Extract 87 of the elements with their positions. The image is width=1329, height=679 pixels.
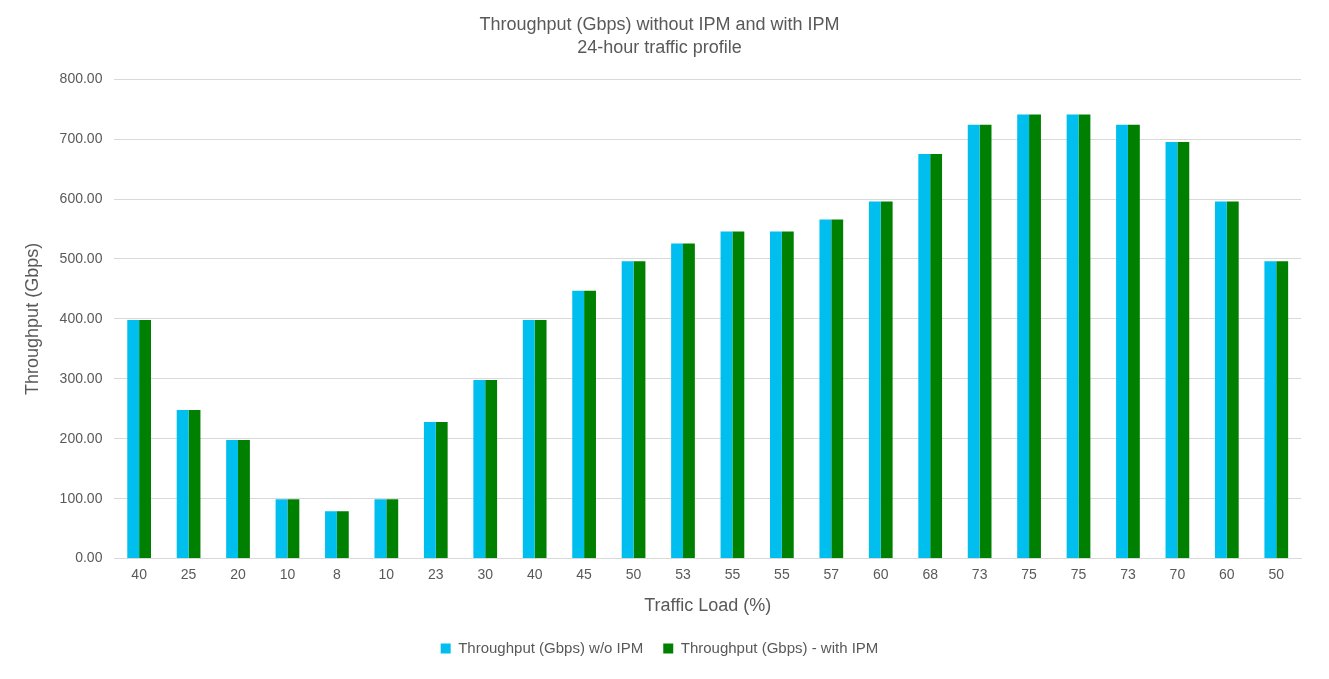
x-tick-label: 45 [576, 565, 593, 582]
x-tick-label: 60 [1219, 565, 1235, 582]
x-tick-label: 75 [1021, 565, 1038, 582]
bar [831, 219, 844, 559]
legend-label: Throughput (Gbps) - with IPM [680, 638, 879, 656]
x-tick-label: 70 [1169, 565, 1186, 582]
bar [1214, 201, 1227, 559]
x-tick-label: 73 [1120, 565, 1136, 582]
bar [720, 231, 733, 559]
bar [1127, 124, 1140, 559]
y-tick-label: 500.00 [59, 249, 103, 266]
x-tick-label: 25 [180, 565, 197, 582]
bar [188, 409, 201, 559]
x-tick-label: 40 [131, 565, 148, 582]
bar [732, 231, 745, 559]
x-tick-label: 73 [971, 565, 988, 582]
x-tick-label: 53 [675, 565, 691, 582]
bar [682, 243, 695, 559]
bar [621, 261, 634, 559]
bar [671, 243, 683, 559]
bar [473, 380, 486, 559]
bar [386, 499, 399, 559]
bar [1116, 124, 1128, 559]
bar [1177, 142, 1190, 559]
y-tick-label: 100.00 [59, 489, 103, 506]
x-tick-label: 10 [378, 565, 395, 582]
bar [534, 320, 547, 559]
bar [336, 511, 349, 559]
x-axis-title: Traffic Load (%) [644, 595, 772, 616]
y-tick-label: 800.00 [59, 70, 103, 87]
y-tick-label: 600.00 [59, 189, 103, 206]
bar [423, 421, 436, 559]
bar [275, 499, 288, 559]
bar [868, 201, 881, 559]
bar [1276, 261, 1289, 559]
x-tick-label: 68 [922, 565, 939, 582]
x-tick-label: 10 [279, 565, 296, 582]
bar [287, 499, 300, 559]
bar [930, 154, 943, 559]
y-axis-title: Throughput (Gbps) [21, 242, 42, 395]
y-tick-label: 300.00 [59, 369, 103, 386]
bar [176, 409, 189, 559]
chart-title: Throughput (Gbps) without IPM and with IPM [479, 13, 840, 34]
x-tick-label: 8 [333, 565, 342, 582]
y-tick-label: 700.00 [59, 129, 103, 146]
x-tick-label: 75 [1070, 565, 1087, 582]
bar [226, 439, 239, 559]
bar [770, 231, 782, 559]
x-tick-label: 55 [724, 565, 741, 582]
x-tick-label: 40 [526, 565, 543, 582]
bar [1226, 201, 1239, 559]
x-tick-label: 30 [477, 565, 494, 582]
y-tick-label: 400.00 [59, 309, 103, 326]
bar [1165, 142, 1178, 559]
x-tick-label: 20 [230, 565, 247, 582]
bar [572, 290, 585, 559]
x-tick-label: 60 [872, 565, 889, 582]
bar [325, 511, 337, 559]
x-tick-label: 23 [428, 565, 444, 582]
chart-subtitle: 24-hour traffic profile [577, 37, 742, 58]
y-tick-label: 0.00 [75, 549, 103, 566]
y-tick-label: 200.00 [59, 429, 103, 446]
bar [880, 201, 893, 559]
bar [238, 439, 250, 559]
bar [967, 124, 980, 559]
x-tick-label: 55 [774, 565, 790, 582]
bar [435, 421, 448, 559]
bar [374, 499, 387, 559]
x-tick-label: 57 [823, 565, 840, 582]
bar [1017, 114, 1030, 559]
bar [1264, 261, 1277, 559]
bar [633, 261, 646, 559]
bar [1078, 114, 1091, 559]
bar [127, 320, 140, 559]
bar [918, 154, 931, 559]
bar [485, 380, 498, 559]
x-tick-label: 50 [1268, 565, 1285, 582]
legend-label: Throughput (Gbps) w/o IPM [458, 638, 644, 656]
bar [781, 231, 794, 559]
bar [139, 320, 152, 559]
bar [584, 290, 596, 559]
x-tick-label: 50 [625, 565, 642, 582]
bar [1066, 114, 1079, 559]
bar [1029, 114, 1041, 559]
bar [979, 124, 992, 559]
bar [522, 320, 535, 559]
bar [819, 219, 832, 559]
